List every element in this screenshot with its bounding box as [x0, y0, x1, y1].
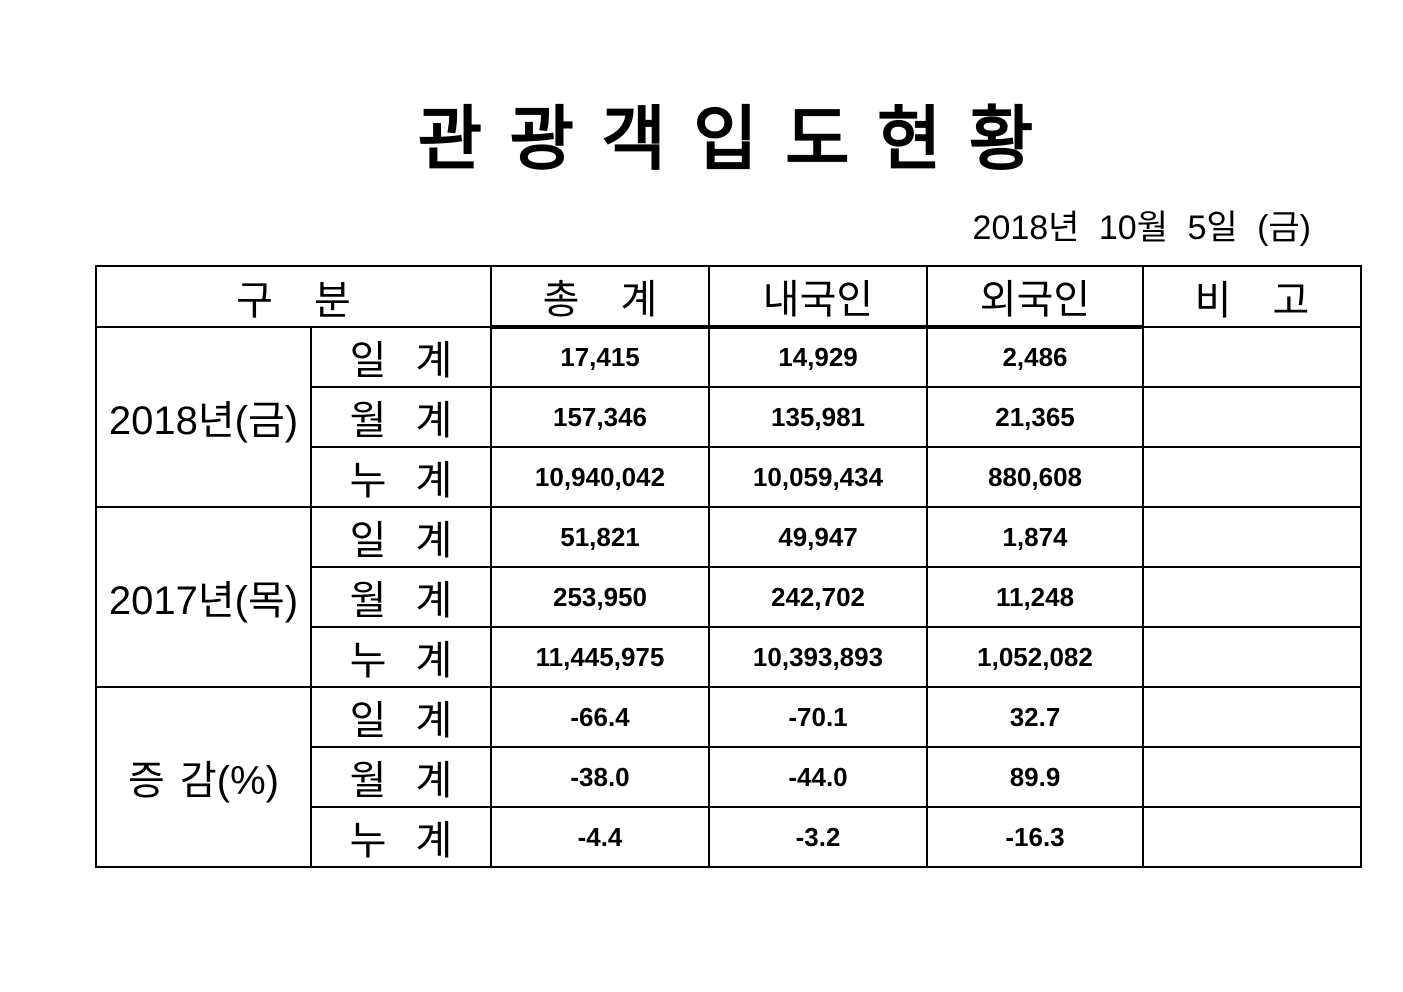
- total-value: 253,950: [490, 566, 710, 628]
- table-row: 월 계 157,346 135,981 21,365: [96, 386, 1362, 448]
- period-label: 누 계: [310, 446, 492, 508]
- report-date: 2018년 10월 5일 (금): [972, 209, 1311, 247]
- domestic-value: 242,702: [708, 566, 928, 628]
- col-header-foreign: 외국인: [926, 265, 1144, 329]
- domestic-value: 49,947: [708, 506, 928, 568]
- period-label: 누 계: [310, 626, 492, 688]
- note-cell: [1142, 506, 1362, 568]
- table-row: 누 계 10,940,042 10,059,434 880,608: [96, 446, 1362, 508]
- period-label: 월 계: [310, 566, 492, 628]
- row-group-2017: 2017년(목): [95, 506, 312, 688]
- foreign-value: 2,486: [926, 326, 1144, 388]
- table-row: 2018년(금) 일 계 17,415 14,929 2,486: [95, 326, 1362, 508]
- note-cell: [1142, 446, 1362, 508]
- period-label: 일 계: [310, 326, 492, 388]
- note-cell: [1142, 746, 1362, 808]
- period-label: 월 계: [310, 746, 492, 808]
- foreign-value: 880,608: [926, 446, 1144, 508]
- col-header-category: 구 분: [95, 265, 492, 328]
- note-cell: [1142, 566, 1362, 628]
- col-header-total: 총 계: [490, 265, 710, 329]
- col-header-note: 비 고: [1142, 265, 1362, 328]
- domestic-value: 10,059,434: [708, 446, 928, 508]
- period-label: 일 계: [310, 506, 492, 568]
- note-cell: [1142, 386, 1362, 448]
- foreign-value: 21,365: [926, 386, 1144, 448]
- table-row: 월 계 253,950 242,702 11,248: [96, 566, 1362, 628]
- note-cell: [1142, 326, 1362, 388]
- domestic-value: 10,393,893: [708, 626, 928, 688]
- foreign-value: 1,052,082: [926, 626, 1144, 688]
- total-value: -4.4: [490, 806, 710, 868]
- table-row: 월 계 -38.0 -44.0 89.9: [96, 746, 1362, 808]
- foreign-value: -16.3: [926, 806, 1144, 868]
- note-cell: [1142, 686, 1362, 748]
- total-value: 11,445,975: [490, 626, 710, 688]
- tourist-arrivals-table: 구 분 총 계 내국인 외국인 비 고 2018년(금) 일 계 17,415 …: [95, 265, 1362, 868]
- foreign-value: 11,248: [926, 566, 1144, 628]
- table-row: 2017년(목) 일 계 51,821 49,947 1,874: [95, 506, 1362, 688]
- domestic-value: -70.1: [708, 686, 928, 748]
- total-value: 17,415: [490, 326, 710, 388]
- period-label: 누 계: [310, 806, 492, 868]
- row-group-change: 증 감(%): [95, 686, 312, 868]
- table-row: 누 계 -4.4 -3.2 -16.3: [96, 806, 1362, 868]
- note-cell: [1142, 626, 1362, 688]
- foreign-value: 89.9: [926, 746, 1144, 808]
- domestic-value: 14,929: [708, 326, 928, 388]
- table-row: 누 계 11,445,975 10,393,893 1,052,082: [96, 626, 1362, 688]
- col-header-domestic: 내국인: [708, 265, 928, 329]
- header-row: 구 분 총 계 내국인 외국인 비 고: [95, 265, 1362, 329]
- total-value: 51,821: [490, 506, 710, 568]
- table-row: 증 감(%) 일 계 -66.4 -70.1 32.7: [95, 686, 1362, 868]
- row-group-2018: 2018년(금): [95, 326, 312, 508]
- total-value: -38.0: [490, 746, 710, 808]
- foreign-value: 32.7: [926, 686, 1144, 748]
- period-label: 월 계: [310, 386, 492, 448]
- foreign-value: 1,874: [926, 506, 1144, 568]
- domestic-value: 135,981: [708, 386, 928, 448]
- total-value: 10,940,042: [490, 446, 710, 508]
- total-value: 157,346: [490, 386, 710, 448]
- total-value: -66.4: [490, 686, 710, 748]
- domestic-value: -3.2: [708, 806, 928, 868]
- page-title: 관 광 객 입 도 현 황: [417, 100, 1038, 178]
- period-label: 일 계: [310, 686, 492, 748]
- domestic-value: -44.0: [708, 746, 928, 808]
- note-cell: [1142, 806, 1362, 868]
